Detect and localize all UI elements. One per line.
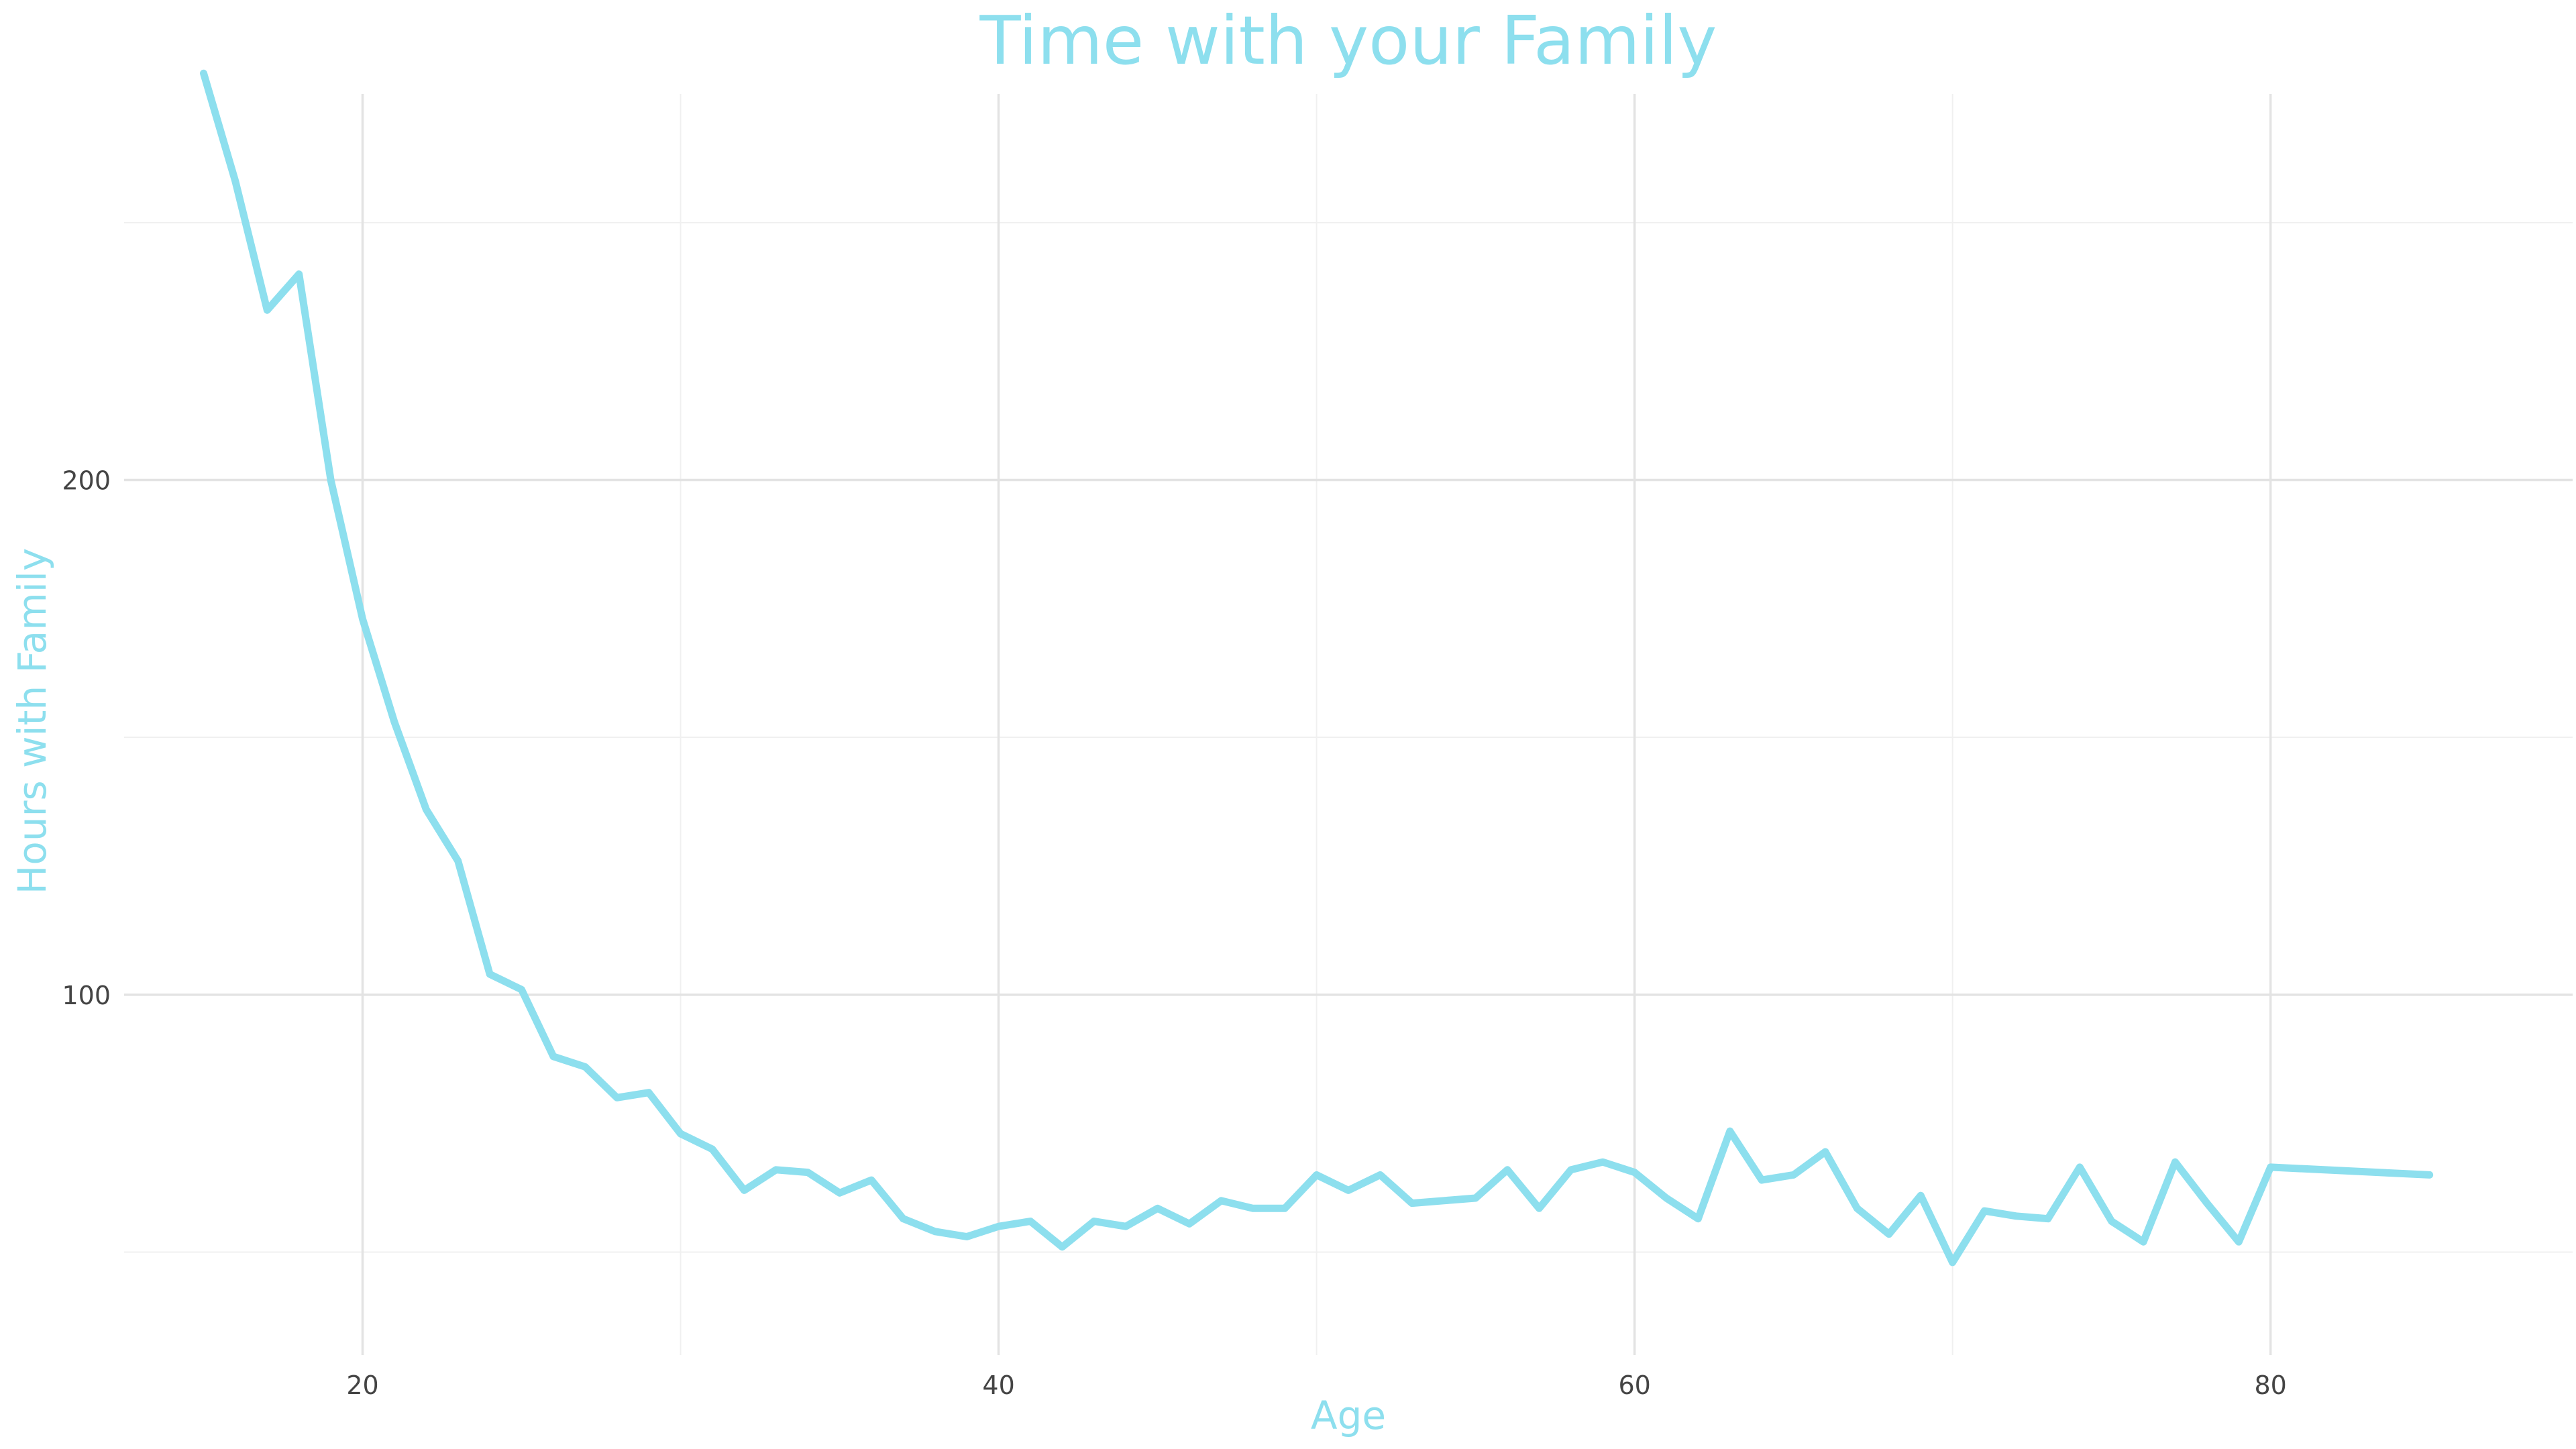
y-axis-title: Hours with Family [9,548,55,894]
series-group [200,69,2434,1267]
x-tick-label: 20 [346,1371,378,1400]
y-tick-label: 200 [62,466,111,496]
series-line [200,69,2434,1267]
x-tick-label: 40 [982,1371,1014,1400]
x-tick-label: 60 [1618,1371,1650,1400]
y-axis-tick-labels: 100 200 [62,466,111,1010]
minor-gridlines [124,94,2573,1355]
y-tick-label: 100 [62,981,111,1010]
x-axis-title: Age [1311,1393,1386,1438]
x-axis-tick-labels: 20 40 60 80 [346,1371,2287,1400]
major-gridlines [124,94,2573,1355]
x-tick-label: 80 [2254,1371,2286,1400]
chart-title: Time with your Family [979,1,1717,80]
